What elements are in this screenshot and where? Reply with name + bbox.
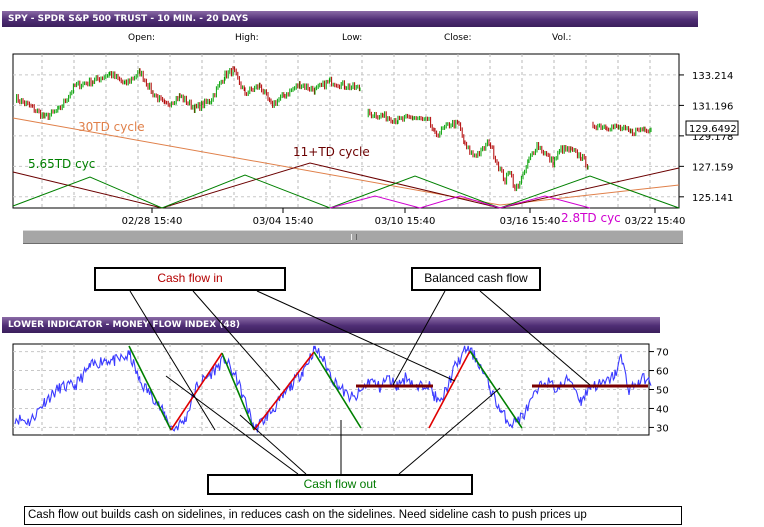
mfi-y-tick-label: 40 — [656, 404, 669, 415]
mfi-y-tick-label: 30 — [656, 423, 669, 434]
cycle-2-8td-label: 2.8TD cyc — [561, 211, 621, 225]
balanced-cash-flow-callout: Balanced cash flow — [411, 267, 541, 291]
price-x-tick-label: 03/22 15:40 — [625, 216, 686, 227]
price-y-tick-label: 133.214 — [692, 71, 733, 82]
connector-in-2 — [192, 290, 281, 391]
cycle-30td-label: 30TD cycle — [78, 120, 145, 134]
connector-in-3 — [256, 290, 456, 382]
price-chart-title: SPY - SPDR S&P 500 TRUST - 10 MIN. - 20 … — [2, 11, 698, 27]
connector-out-4 — [398, 387, 501, 475]
price-x-tick-label: 02/28 15:40 — [122, 216, 183, 227]
last-price-box — [685, 120, 739, 136]
chart-scrollbar[interactable] — [23, 230, 683, 244]
connector-balanced-1 — [392, 290, 446, 386]
volume-label: Vol.: — [552, 33, 572, 43]
last-price-value: 129.6492 — [689, 124, 737, 135]
cash-out-trend-4 — [469, 350, 523, 429]
cycle-11td-label: 11+TD cycle — [293, 145, 370, 159]
cycle-11td-line — [12, 162, 680, 209]
close-label: Close: — [444, 33, 472, 43]
price-y-tick-label: 129.178 — [692, 132, 733, 143]
mfi-y-tick-label: 50 — [656, 386, 669, 397]
price-y-tick-label: 131.196 — [692, 101, 733, 112]
price-y-tick-label: 125.141 — [692, 193, 733, 204]
cash-in-trend-1 — [170, 352, 223, 431]
cash-in-trend-2 — [253, 351, 315, 431]
price-chart: 30TD cycle 11+TD cycle 5.65TD cyc 2.8TD … — [12, 53, 739, 227]
mfi-y-tick-label: 60 — [656, 367, 669, 378]
cash-out-trend-2 — [221, 352, 255, 431]
cycle-30td-line — [12, 117, 680, 206]
price-x-tick-label: 03/04 15:40 — [253, 216, 314, 227]
cash-in-trend-3 — [428, 350, 471, 429]
explanation-caption: Cash flow out builds cash on sidelines, … — [24, 506, 682, 525]
mfi-line — [14, 345, 652, 433]
connector-out-1 — [165, 375, 299, 475]
connector-out-2 — [239, 414, 307, 475]
open-label: Open: — [128, 33, 156, 43]
cash-out-trend-1 — [128, 345, 172, 431]
high-label: High: — [235, 33, 259, 43]
cash-flow-in-callout: Cash flow in — [94, 267, 286, 291]
cash-out-trend-3 — [313, 351, 362, 429]
price-x-tick-label: 03/10 15:40 — [375, 216, 436, 227]
price-plot-area — [12, 53, 680, 209]
price-y-tick-label: 127.159 — [692, 162, 733, 173]
cycle-2-8td-line — [329, 195, 591, 209]
cycle-5-65td-label: 5.65TD cyc — [28, 157, 95, 171]
cash-flow-out-callout: Cash flow out — [207, 474, 473, 495]
connector-in-1 — [129, 290, 216, 431]
scroll-grip-icon[interactable] — [351, 234, 357, 240]
low-label: Low: — [342, 33, 363, 43]
price-x-tick-label: 03/16 15:40 — [500, 216, 561, 227]
connector-balanced-2 — [479, 290, 591, 386]
mfi-y-tick-label: 70 — [656, 348, 669, 359]
